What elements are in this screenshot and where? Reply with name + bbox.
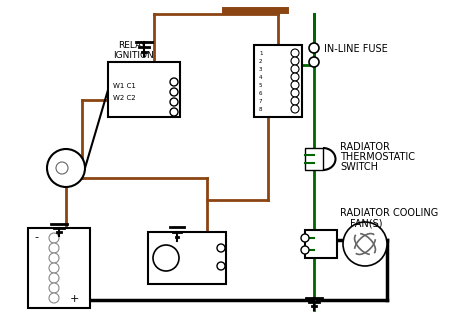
Bar xyxy=(305,148,323,170)
Text: THERMOSTATIC: THERMOSTATIC xyxy=(340,152,415,162)
Circle shape xyxy=(49,263,59,273)
Text: W1 C1: W1 C1 xyxy=(113,83,136,89)
Circle shape xyxy=(301,234,309,242)
Text: RADIATOR: RADIATOR xyxy=(340,142,390,152)
Circle shape xyxy=(56,162,68,174)
Circle shape xyxy=(301,246,309,254)
Text: 5: 5 xyxy=(259,83,263,88)
Bar xyxy=(28,228,90,308)
Text: -: - xyxy=(34,232,38,242)
Circle shape xyxy=(309,57,319,67)
Circle shape xyxy=(291,65,299,73)
Bar xyxy=(108,62,180,117)
Circle shape xyxy=(49,293,59,303)
Circle shape xyxy=(170,88,178,96)
Circle shape xyxy=(291,81,299,89)
Text: 7: 7 xyxy=(259,99,263,104)
Circle shape xyxy=(49,243,59,253)
Text: RELAY: RELAY xyxy=(118,41,146,50)
Circle shape xyxy=(291,105,299,113)
Circle shape xyxy=(291,97,299,105)
Text: RADIATOR COOLING: RADIATOR COOLING xyxy=(340,208,438,218)
Text: 2: 2 xyxy=(259,59,263,64)
Circle shape xyxy=(170,98,178,106)
Text: 8: 8 xyxy=(259,107,263,112)
Circle shape xyxy=(291,89,299,97)
Bar xyxy=(148,232,226,284)
Text: FAN(S): FAN(S) xyxy=(350,218,382,228)
Text: 6: 6 xyxy=(259,91,263,96)
Circle shape xyxy=(309,43,319,53)
Circle shape xyxy=(291,49,299,57)
Circle shape xyxy=(49,283,59,293)
Text: SWITCH: SWITCH xyxy=(340,162,378,172)
Circle shape xyxy=(291,57,299,65)
Bar xyxy=(254,45,302,117)
Circle shape xyxy=(47,149,85,187)
Circle shape xyxy=(217,262,225,270)
Circle shape xyxy=(49,233,59,243)
Circle shape xyxy=(153,245,179,271)
Text: IN-LINE FUSE: IN-LINE FUSE xyxy=(324,44,388,54)
Circle shape xyxy=(343,222,387,266)
Text: +: + xyxy=(70,294,79,304)
Text: W2 C2: W2 C2 xyxy=(113,95,136,101)
Text: 4: 4 xyxy=(259,75,263,80)
Text: 3: 3 xyxy=(259,67,263,72)
Circle shape xyxy=(291,73,299,81)
Text: IGNITION: IGNITION xyxy=(113,51,154,60)
Circle shape xyxy=(170,108,178,116)
Circle shape xyxy=(217,244,225,252)
Circle shape xyxy=(49,273,59,283)
Circle shape xyxy=(49,253,59,263)
Bar xyxy=(305,230,337,258)
Circle shape xyxy=(170,78,178,86)
Text: 1: 1 xyxy=(259,51,263,56)
